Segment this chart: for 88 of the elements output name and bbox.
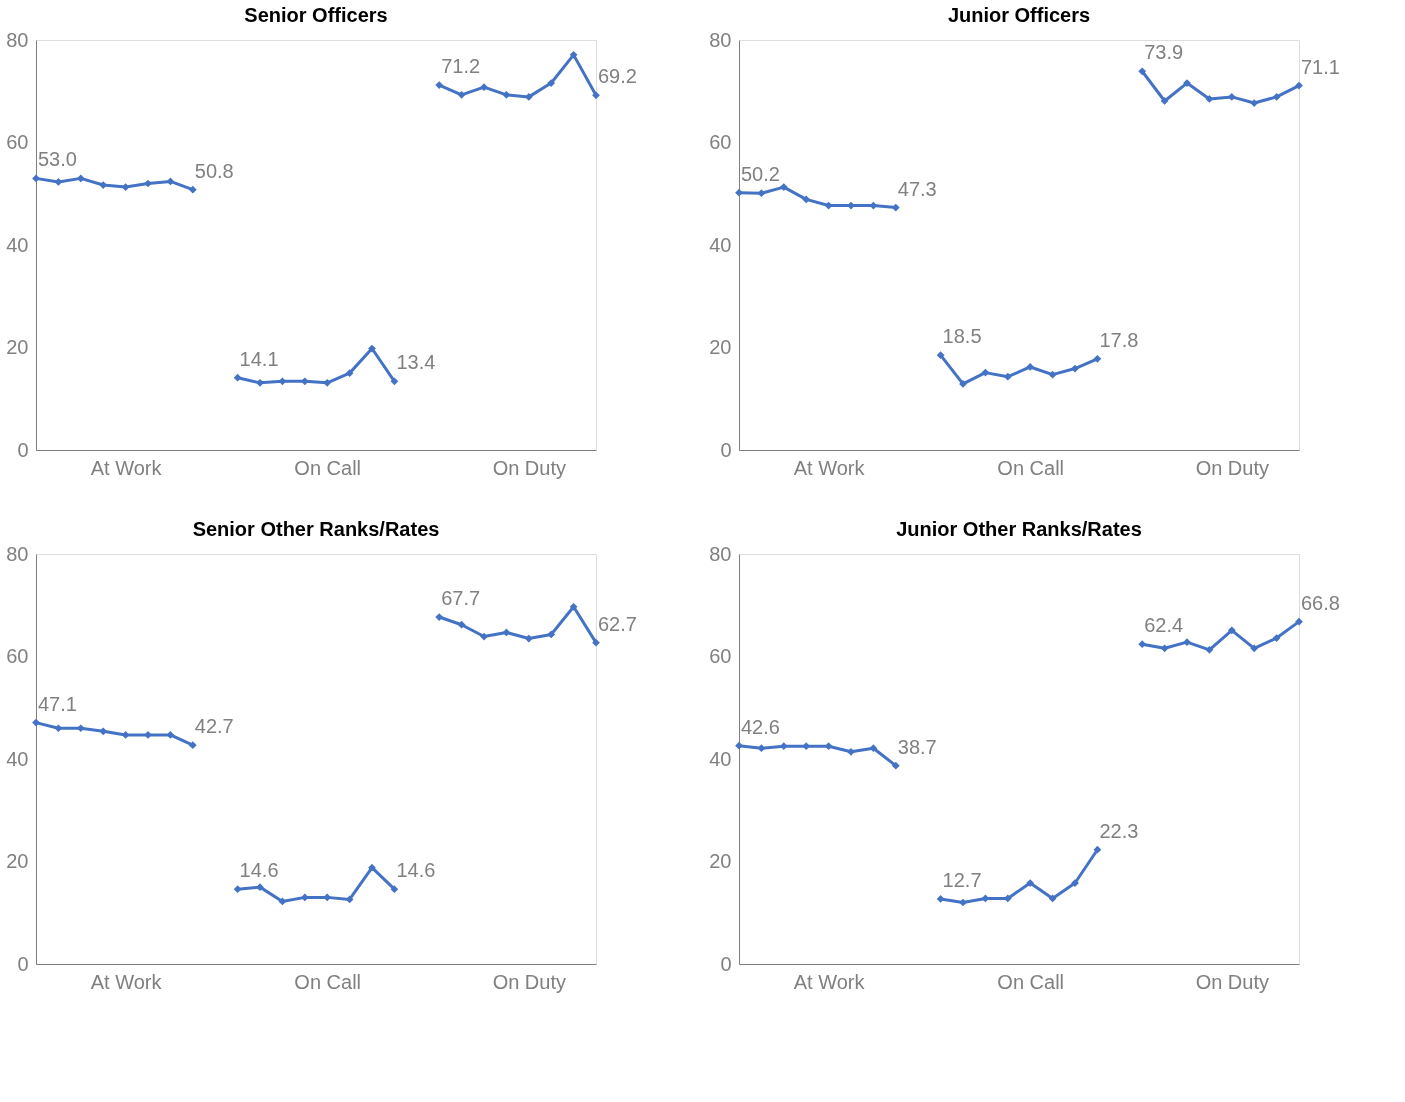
point [457,90,466,99]
data-label: 18.5 [942,325,982,348]
data-label: 42.6 [741,715,780,738]
x-tick-label: At Work [90,456,163,479]
data-label: 71.2 [441,55,481,78]
y-tick-label: 60 [709,131,732,153]
x-tick-label: On Duty [492,456,566,479]
x-tick-label: At Work [793,970,866,993]
data-label: 62.7 [598,612,637,635]
y-tick-label: 20 [6,336,29,358]
data-label: 73.9 [1144,41,1184,64]
y-tick-label: 40 [709,233,732,256]
data-label: 47.3 [897,177,937,200]
y-tick-label: 80 [709,542,732,565]
point [435,613,444,621]
point [1272,93,1281,101]
point [592,91,600,100]
point [1295,617,1303,626]
point [524,634,533,643]
point [502,90,511,99]
y-tick-label: 80 [709,28,732,51]
x-tick-label: At Work [793,456,866,479]
data-label: 47.1 [38,692,77,715]
y-tick-label: 20 [709,336,732,358]
y-tick-label: 60 [6,131,29,153]
y-tick-label: 0 [720,438,732,461]
point [502,628,511,637]
x-tick-label: At Work [90,970,163,993]
data-label: 50.2 [741,162,780,185]
data-label: 14.6 [239,859,279,882]
data-label: 13.4 [396,351,436,374]
data-label: 69.2 [598,65,637,88]
point [1160,97,1169,105]
data-label: 71.1 [1301,55,1340,78]
y-tick-label: 0 [17,438,29,461]
y-tick-label: 80 [6,28,29,51]
point [547,630,556,639]
data-label: 38.7 [897,735,937,758]
data-label: 62.4 [1144,614,1184,637]
chart-title: Junior Other Ranks/Rates [896,518,1142,540]
y-tick-label: 20 [709,850,732,872]
x-tick-label: On Duty [1195,970,1269,993]
data-label: 17.8 [1099,328,1139,351]
chart-title: Senior Officers [244,4,388,26]
point [1205,645,1214,654]
x-tick-label: On Duty [492,970,566,993]
point [1160,644,1169,653]
y-tick-label: 0 [17,952,29,975]
data-label: 66.8 [1301,591,1340,614]
x-tick-label: On Call [997,456,1065,479]
y-tick-label: 40 [6,233,29,256]
x-tick-label: On Call [997,970,1065,993]
chart-title: Junior Officers [947,4,1091,26]
point [1183,638,1191,647]
point [1250,644,1259,653]
point [1250,99,1259,107]
point [1138,640,1147,649]
data-label: 67.7 [441,587,481,610]
x-tick-label: On Call [294,456,362,479]
data-label: 14.6 [396,859,436,882]
data-label: 14.1 [239,347,279,370]
y-tick-label: 20 [6,850,29,872]
chart-title: Senior Other Ranks/Rates [192,518,440,540]
point [569,50,578,59]
point [480,632,488,641]
point [1138,67,1147,76]
y-tick-label: 80 [6,542,29,565]
point [569,602,578,611]
y-tick-label: 60 [709,645,732,667]
y-tick-label: 60 [6,645,29,667]
point [1227,626,1236,635]
x-tick-label: On Call [294,970,362,993]
data-label: 42.7 [194,715,234,738]
point [480,83,488,92]
x-tick-label: On Duty [1195,456,1269,479]
point [1295,81,1303,90]
point [547,79,556,87]
data-label: 22.3 [1099,819,1139,842]
point [592,638,600,647]
y-tick-label: 0 [720,952,732,975]
y-tick-label: 40 [709,747,732,770]
y-tick-label: 40 [6,747,29,770]
point [435,81,444,89]
data-label: 53.0 [38,148,77,171]
data-label: 50.8 [194,159,234,182]
point [457,620,466,629]
data-label: 12.7 [942,868,982,891]
point [1272,634,1281,642]
